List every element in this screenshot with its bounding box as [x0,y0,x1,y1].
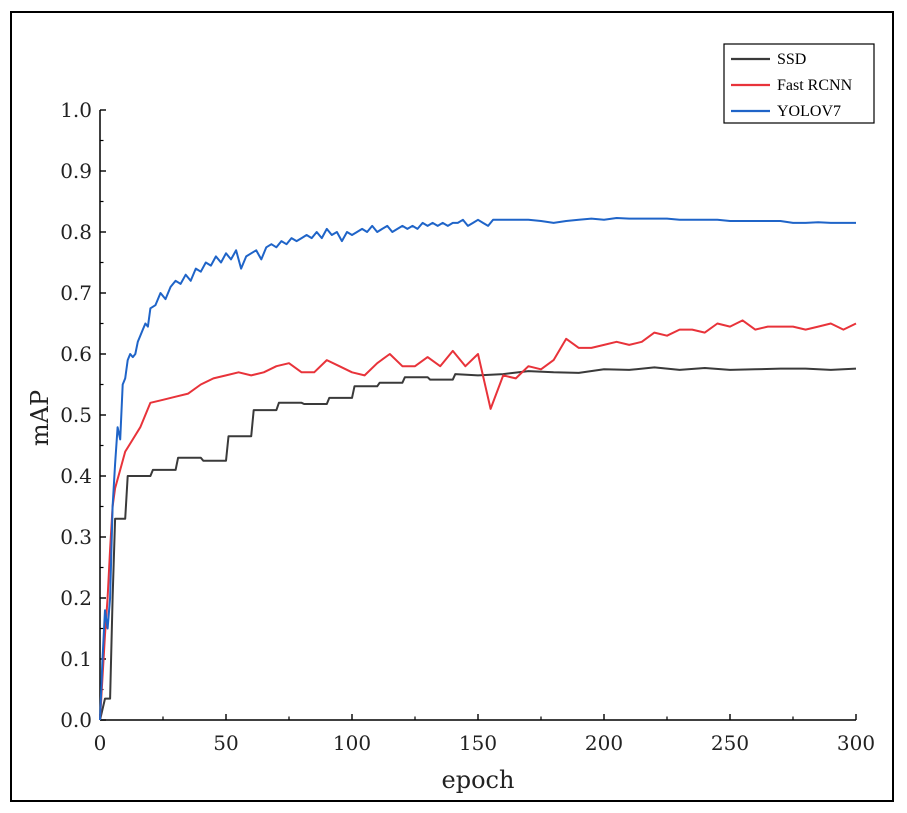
y-tick-label: 0.5 [60,403,92,427]
y-tick-label: 0.1 [60,647,92,671]
legend-label-ssd: SSD [777,51,806,68]
series-line-yolov7 [99,217,856,721]
x-tick-label: 50 [213,731,238,755]
x-tick-label: 250 [711,731,749,755]
y-axis-title: mAP [26,390,54,446]
x-tick-label: 300 [837,731,875,755]
y-tick-label: 0.7 [60,281,92,305]
figure-frame [10,11,894,802]
x-tick-label: 150 [459,731,497,755]
x-tick-label: 100 [333,731,371,755]
legend: SSD Fast RCNN YOLOV7 [723,43,875,124]
legend-label-fast-rcnn: Fast RCNN [777,77,853,94]
y-tick-label: 0.4 [60,464,92,488]
y-tick-label: 0.2 [60,586,92,610]
x-axis-title: epoch [442,766,515,794]
legend-label-yolov7: YOLOV7 [777,103,841,120]
y-tick-label: 1.0 [60,98,92,122]
y-tick-label: 0.9 [60,159,92,183]
axes: 0.0 0.1 0.2 0.3 0.4 0.5 0.6 0.7 0.8 0.9 1.0 0 50 100 1… [60,98,875,755]
series-line-fast-rcnn [99,319,857,721]
y-tick-label: 0.8 [60,220,92,244]
series-layer [99,217,857,721]
series-line-ssd [99,366,857,721]
legend-box [723,43,875,124]
y-tick-label: 0.6 [60,342,92,366]
y-tick-label: 0.3 [60,525,92,549]
y-tick-label: 0.0 [60,708,92,732]
x-tick-label: 200 [585,731,623,755]
x-tick-label: 0 [94,731,107,755]
